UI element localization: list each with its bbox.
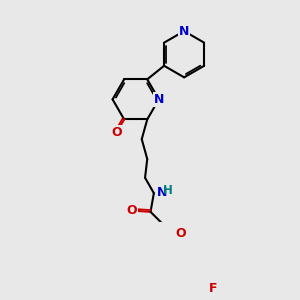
Text: N: N — [154, 93, 164, 106]
Text: H: H — [163, 184, 172, 197]
Text: O: O — [175, 227, 186, 240]
Text: N: N — [157, 185, 167, 199]
Text: O: O — [111, 126, 122, 139]
Text: N: N — [179, 25, 189, 38]
Text: F: F — [209, 282, 218, 295]
Text: O: O — [127, 204, 137, 217]
